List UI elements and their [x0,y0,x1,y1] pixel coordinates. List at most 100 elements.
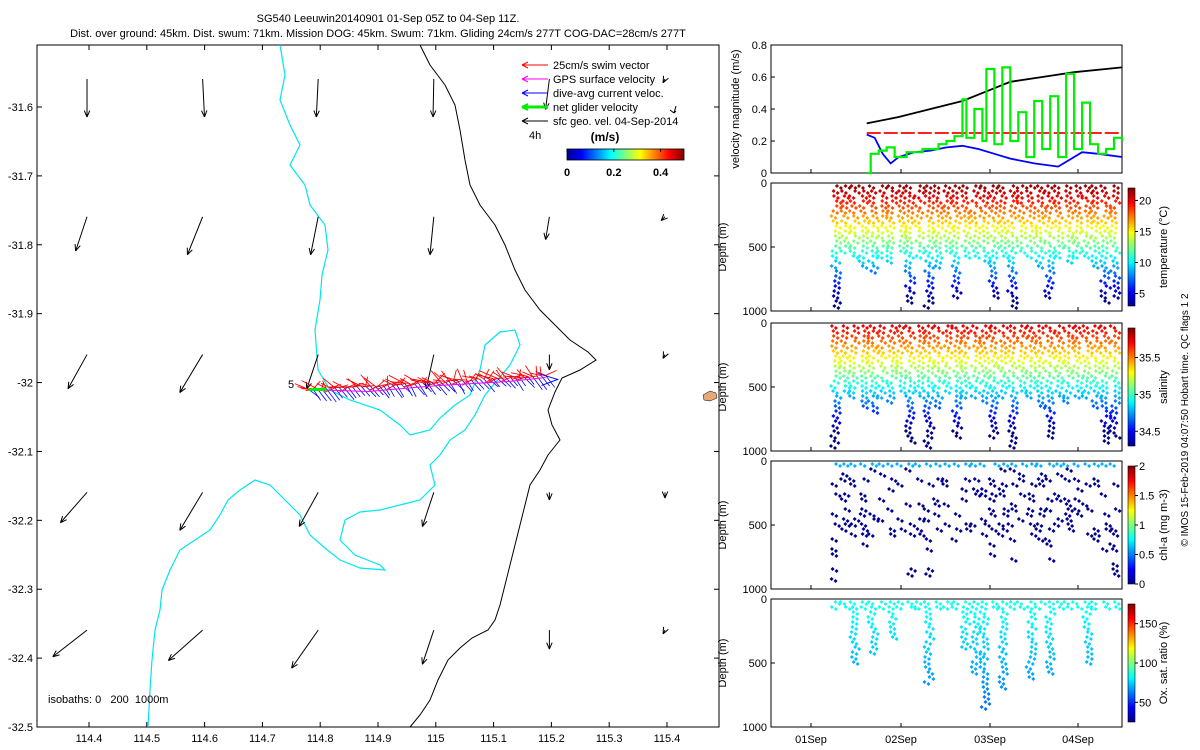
profile-point [925,279,930,283]
profile-point [844,474,849,478]
profile-point [1091,214,1096,218]
profile-point [885,249,890,253]
profile-point [914,349,919,353]
profile-point [1057,251,1062,255]
swim-vector [429,381,441,386]
profile-point [957,416,962,420]
profile-point [917,359,922,363]
profile-point [942,379,947,383]
profile-point [1086,344,1091,348]
profile-point [923,414,928,418]
profile-point [1009,502,1014,506]
profile-point [1047,429,1052,433]
swim-vector [535,370,546,376]
profile-point [1084,396,1089,400]
profile-point [876,219,881,223]
profile-point [982,359,987,363]
profile-point [871,356,876,360]
profile-point [917,249,922,253]
profile-point [1112,544,1117,548]
profile-point [944,214,949,218]
profile-point [973,229,978,233]
profile-point [1020,519,1025,523]
profile-point [1024,189,1029,193]
profile-point [895,359,900,363]
profile-point [1048,276,1053,280]
profile-point [1050,351,1055,355]
profile-point [911,361,916,365]
swim-vector [362,385,375,388]
profile-point [1112,359,1117,363]
profile-point [1043,474,1048,478]
profile-point [1073,344,1078,348]
profile-point [928,421,933,425]
profile-point [944,249,949,253]
profile-point [1015,189,1020,193]
profile-point [912,219,917,223]
profile-point [868,512,873,516]
profile-point [1030,622,1035,626]
profile-point [830,339,835,343]
velocity-ytick-label: 0.6 [752,72,767,84]
profile-point [1077,356,1082,360]
profile-point [1032,186,1037,190]
profile-point [951,229,956,233]
profile-point [971,189,976,193]
map-colorbar-ticks: 0 0.2 0.4 [564,149,669,179]
profile-point [923,249,928,253]
profile-point [978,196,983,200]
profile-point [1073,394,1078,398]
profile-point [1061,399,1066,403]
profile-point [937,464,942,468]
profile-point [1011,276,1016,280]
profile-point [931,497,936,501]
profile-point [857,236,862,240]
profile-point [928,617,933,621]
profile-point [1057,351,1062,355]
profile-point [870,361,875,365]
profile-point [1059,196,1064,200]
profile-point [1080,229,1085,233]
profile-point [1039,391,1044,395]
profile-point [947,391,952,395]
profile-point [918,602,923,606]
profile-point [997,522,1002,526]
profile-point [1048,244,1053,248]
section-ylabel: Depth (m) [717,223,729,272]
profile-point [923,404,928,408]
profile-point [1104,414,1109,418]
profile-point [1080,249,1085,253]
profile-point [886,610,891,614]
profile-point [946,504,951,508]
profile-point [832,439,837,443]
profile-point [1058,211,1063,215]
profile-point [1011,374,1016,378]
profile-point [833,354,838,358]
profile-point [1115,569,1120,573]
profile-point [1091,219,1096,223]
profile-point [961,615,966,619]
profile-point [834,554,839,558]
profile-point [861,404,866,408]
profile-point [1066,351,1071,355]
profile-point [939,256,944,260]
profile-point [1051,376,1056,380]
profile-point [992,294,997,298]
profile-point [831,219,836,223]
profile-point [1051,464,1056,468]
profile-point [904,224,909,228]
swim-vector [321,382,324,389]
profile-point [835,196,840,200]
profile-point [1085,617,1090,621]
profile-point [916,221,921,225]
profile-point [1076,509,1081,513]
profile-point [909,351,914,355]
profile-point [1041,331,1046,335]
profile-point [1052,246,1057,250]
profile-point [1063,512,1068,516]
profile-point [1011,371,1016,375]
geo-vector [432,78,435,118]
time-tick-label: 01Sep [795,734,827,746]
profile-point [1016,517,1021,521]
geo-vector-head [201,110,208,118]
